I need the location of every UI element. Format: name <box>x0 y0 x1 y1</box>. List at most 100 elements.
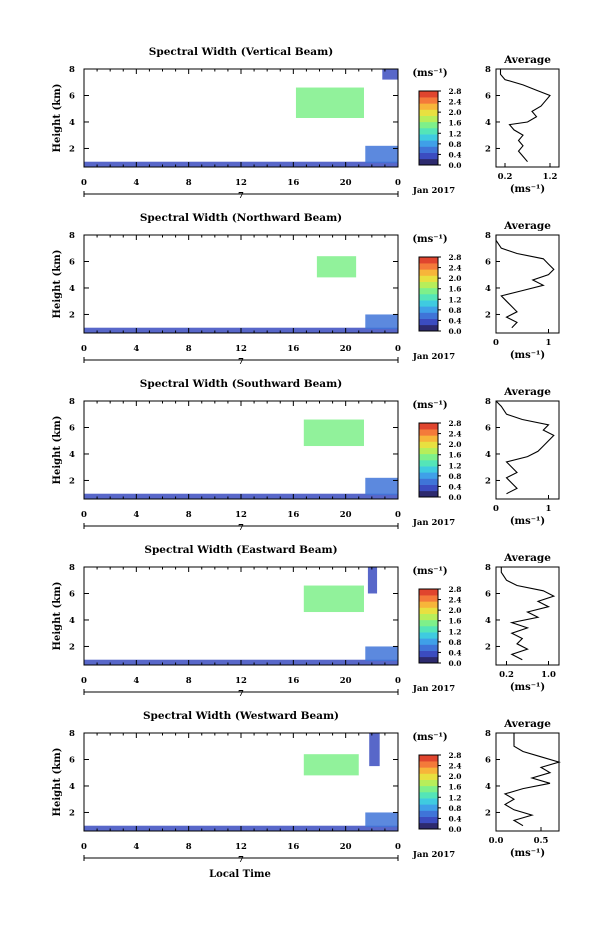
y-tick-label: 4 <box>69 284 75 294</box>
average-title: Average <box>503 220 551 232</box>
x-tick-label: 16 <box>287 510 299 520</box>
colorbar-tick-label: 0.0 <box>448 825 461 834</box>
colorbar-segment <box>419 613 438 621</box>
colorbar-segment <box>419 619 438 627</box>
x-tick-label: 0 <box>81 178 87 188</box>
y-tick-label: 6 <box>69 257 75 267</box>
colorbar-tick-label: 2.4 <box>448 430 461 439</box>
colorbar-segment <box>419 632 438 639</box>
data-area <box>84 733 398 831</box>
y-axis-label: Height (km) <box>52 582 63 651</box>
panel-title: Spectral Width (Westward Beam) <box>143 710 339 722</box>
colorbar-tick-label: 1.2 <box>448 295 461 304</box>
date-label: Jan 2017 <box>412 684 455 694</box>
panel-title: Spectral Width (Vertical Beam) <box>149 46 333 58</box>
average-y-tick-label: 8 <box>485 563 491 573</box>
day-label: 7 <box>238 523 244 533</box>
x-tick-label: 16 <box>287 178 299 188</box>
colorbar-tick-label: 2.0 <box>448 440 461 449</box>
colorbar-segment <box>419 324 438 332</box>
colorbar-tick-label: 2.8 <box>448 253 461 262</box>
colorbar-segment <box>419 441 438 448</box>
y-tick-label: 6 <box>69 755 75 765</box>
colorbar-segment <box>419 767 438 774</box>
day-label: 7 <box>238 689 244 699</box>
x-tick-label: 8 <box>186 842 192 852</box>
colorbar-tick-label: 0.0 <box>448 493 461 502</box>
colorbar-segment <box>419 103 438 110</box>
plot-frame <box>83 732 399 832</box>
day-label: 7 <box>238 191 244 201</box>
colorbar-tick-label: 0.4 <box>448 316 461 325</box>
average-y-tick-label: 2 <box>485 310 491 320</box>
x-tick-label: 12 <box>235 676 247 686</box>
colorbar-segment <box>419 816 438 824</box>
average-x-tick-label: 1.2 <box>543 172 558 182</box>
colorbar-segment <box>419 804 438 811</box>
panel-3: Spectral Width (Southward Beam)0 4 8 12 16 20… <box>52 378 560 533</box>
colorbar-tick-label: 1.6 <box>448 617 461 626</box>
colorbar-segment <box>419 318 438 326</box>
average-x-tick-label: 0 <box>493 338 499 348</box>
average-y-tick-label: 4 <box>485 118 491 128</box>
colorbar-segment <box>419 644 438 651</box>
x-tick-label: 0 <box>395 344 401 354</box>
colorbar-tick-label: 0.4 <box>448 482 461 491</box>
average-y-tick-label: 2 <box>485 808 491 818</box>
average-x-tick-label: 0 <box>493 504 499 514</box>
colorbar-segment <box>419 269 438 276</box>
average-x-label: (ms⁻¹) <box>510 682 545 693</box>
average-x-label: (ms⁻¹) <box>510 848 545 859</box>
colorbar-segment <box>419 638 438 645</box>
average-profile-line <box>495 235 555 329</box>
echo-patch <box>365 145 398 164</box>
colorbar-tick-label: 0.8 <box>448 140 461 149</box>
average-frame <box>495 68 560 168</box>
echo-patch <box>303 754 359 776</box>
average-y-tick-label: 8 <box>485 397 491 407</box>
colorbar-tick-label: 2.8 <box>448 87 461 96</box>
plot-frame <box>83 400 399 500</box>
y-tick-label: 6 <box>69 423 75 433</box>
colorbar-segment <box>419 91 438 98</box>
average-profile-line <box>499 69 551 163</box>
plot-frame <box>83 234 399 334</box>
y-tick-label: 2 <box>69 144 75 154</box>
colorbar-unit-label: (ms⁻¹) <box>412 400 447 411</box>
average-title: Average <box>503 54 551 66</box>
panel-1: Spectral Width (Vertical Beam)0 4 8 12 16 20 0… <box>52 46 560 201</box>
x-tick-label: 4 <box>133 178 139 188</box>
colorbar-segment <box>419 460 438 467</box>
colorbar-tick-label: 1.6 <box>448 783 461 792</box>
colorbar-segment <box>419 607 438 614</box>
x-axis-title: Local Time <box>209 869 271 880</box>
average-x-tick-label: 0.0 <box>489 836 504 846</box>
colorbar-tick-label: 0.0 <box>448 161 461 170</box>
colorbar-segment <box>419 275 438 282</box>
average-y-tick-label: 8 <box>485 65 491 75</box>
x-tick-label: 8 <box>186 344 192 354</box>
x-tick-label: 20 <box>340 842 352 852</box>
colorbar-segment <box>419 601 438 608</box>
colorbar-segment <box>419 115 438 123</box>
colorbar-segment <box>419 472 438 479</box>
colorbar-tick-label: 2.4 <box>448 596 461 605</box>
colorbar-tick-label: 2.8 <box>448 585 461 594</box>
average-title: Average <box>503 718 551 730</box>
x-tick-label: 0 <box>81 676 87 686</box>
y-tick-label: 2 <box>69 310 75 320</box>
colorbar-segment <box>419 97 438 104</box>
colorbar-frame <box>418 256 439 332</box>
colorbar-tick-label: 2.0 <box>448 108 461 117</box>
x-tick-label: 12 <box>235 842 247 852</box>
average-title: Average <box>503 386 551 398</box>
x-tick-label: 16 <box>287 344 299 354</box>
colorbar-segment <box>419 447 438 455</box>
average-frame <box>495 400 560 500</box>
colorbar-segment <box>419 263 438 270</box>
colorbar-tick-label: 0.0 <box>448 659 461 668</box>
echo-patch <box>295 87 364 118</box>
average-frame <box>495 234 560 334</box>
colorbar-segment <box>419 484 438 492</box>
echo-patch <box>365 812 398 828</box>
